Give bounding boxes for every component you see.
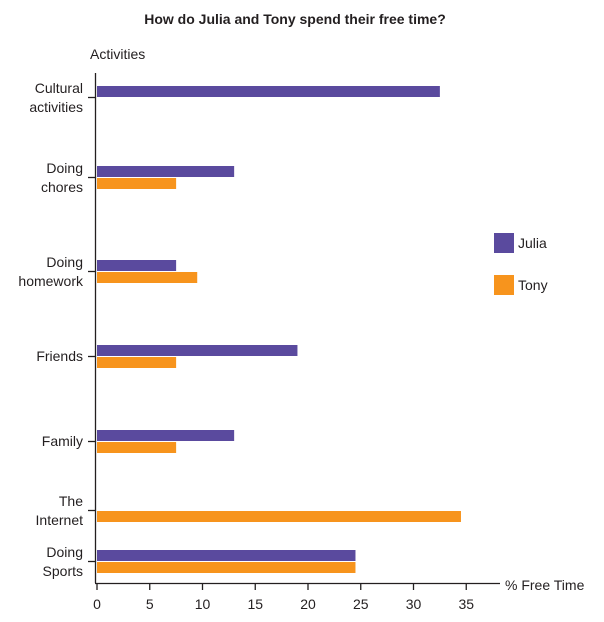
category-label: Doing	[46, 160, 83, 176]
category-label: Doing	[46, 544, 83, 560]
x-tick-label: 0	[93, 596, 101, 612]
x-tick-label: 30	[406, 596, 422, 612]
bar-tony	[97, 562, 356, 573]
category-label: Family	[42, 433, 83, 449]
category-label: Internet	[36, 512, 84, 528]
x-axis-label: % Free Time	[505, 577, 585, 593]
bar-tony	[97, 357, 177, 368]
bar-julia	[97, 86, 440, 97]
bar-julia	[97, 260, 177, 271]
legend-swatch-tony	[494, 275, 514, 295]
bar-julia	[97, 166, 235, 177]
bar-tony	[97, 178, 177, 189]
bar-tony	[97, 272, 198, 283]
bar-julia	[97, 345, 298, 356]
category-label: homework	[18, 273, 84, 289]
legend: Julia Tony	[494, 233, 548, 295]
category-label: Doing	[46, 254, 83, 270]
legend-swatch-julia	[494, 233, 514, 253]
category-label: The	[59, 493, 83, 509]
legend-label-tony: Tony	[518, 277, 548, 293]
legend-label-julia: Julia	[518, 235, 547, 251]
x-tick-label: 20	[300, 596, 316, 612]
bar-tony	[97, 442, 177, 453]
category-label: Friends	[36, 348, 83, 364]
y-axis-label: Activities	[90, 46, 145, 62]
category-label: activities	[29, 99, 83, 115]
category-label: Sports	[43, 563, 83, 579]
x-tick-label: 5	[146, 596, 154, 612]
x-ticks: 0 5 10 15 20 25 30 35	[93, 583, 474, 612]
x-tick-label: 15	[247, 596, 263, 612]
category-label: Cultural	[35, 80, 83, 96]
x-tick-label: 35	[458, 596, 474, 612]
bar-tony	[97, 511, 461, 522]
bar-julia	[97, 430, 235, 441]
x-tick-label: 25	[353, 596, 369, 612]
chart-title: How do Julia and Tony spend their free t…	[144, 11, 446, 27]
category-label: chores	[41, 179, 83, 195]
category-labels: Cultural activities Doing chores Doing homewo…	[18, 80, 95, 579]
bar-julia	[97, 550, 356, 561]
bars-group	[97, 86, 461, 573]
x-tick-label: 10	[195, 596, 211, 612]
